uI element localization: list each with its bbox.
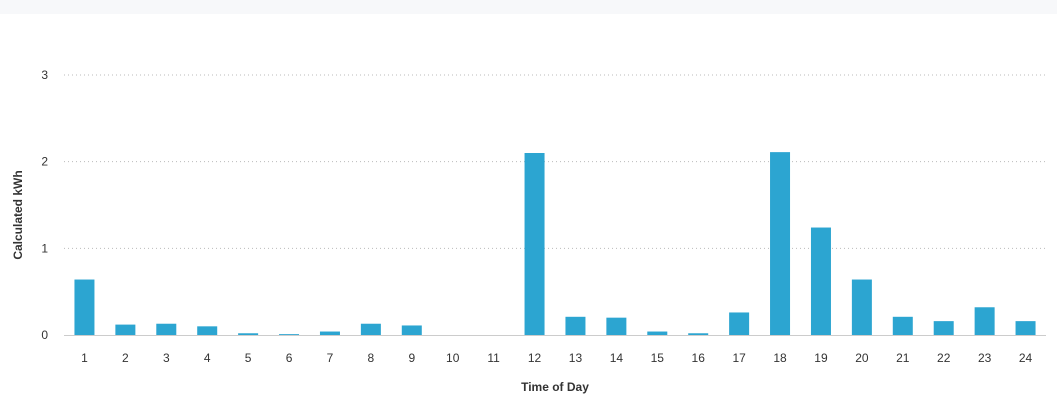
bar[interactable] — [401, 325, 422, 335]
bar[interactable] — [770, 152, 791, 335]
x-tick-label: 6 — [286, 351, 293, 365]
y-tick-label: 1 — [41, 241, 48, 255]
y-tick-labels: 0 1 2 3 — [41, 68, 48, 342]
bar[interactable] — [933, 321, 954, 335]
x-tick-label: 5 — [245, 351, 252, 365]
x-tick-label: 19 — [814, 351, 828, 365]
x-tick-label: 14 — [610, 351, 624, 365]
x-tick-label: 11 — [487, 351, 500, 365]
bar[interactable] — [279, 334, 300, 335]
x-tick-label: 18 — [773, 351, 787, 365]
bar[interactable] — [238, 333, 259, 335]
bar[interactable] — [115, 324, 136, 335]
x-tick-label: 3 — [163, 351, 170, 365]
bar[interactable] — [810, 227, 831, 335]
x-tick-label: 10 — [446, 351, 460, 365]
top-strip — [0, 0, 1057, 14]
x-tick-label: 22 — [937, 351, 951, 365]
bar[interactable] — [565, 316, 586, 335]
bar[interactable] — [729, 312, 750, 335]
x-tick-label: 16 — [692, 351, 706, 365]
bar[interactable] — [647, 331, 668, 335]
gridlines — [64, 74, 1046, 249]
bars — [74, 152, 1036, 335]
x-tick-label: 1 — [81, 351, 88, 365]
x-tick-label: 24 — [1019, 351, 1033, 365]
x-tick-label: 21 — [896, 351, 910, 365]
y-tick-label: 2 — [41, 155, 48, 169]
x-tick-label: 13 — [569, 351, 583, 365]
y-tick-label: 3 — [41, 68, 48, 82]
x-tick-label: 17 — [732, 351, 746, 365]
bar[interactable] — [851, 279, 872, 335]
x-tick-label: 4 — [204, 351, 211, 365]
x-tick-label: 2 — [122, 351, 129, 365]
x-tick-label: 9 — [408, 351, 415, 365]
bar[interactable] — [892, 316, 913, 335]
bar[interactable] — [524, 153, 545, 335]
x-tick-label: 12 — [528, 351, 542, 365]
bar[interactable] — [974, 307, 995, 335]
y-tick-label: 0 — [41, 328, 48, 342]
x-tick-label: 8 — [368, 351, 375, 365]
x-tick-labels: 1 2 3 4 5 6 7 8 9 10 11 12 13 14 15 16 17 18 19 20 21 22 23 24 — [81, 351, 1032, 365]
y-axis-title: Calculated kWh — [11, 170, 25, 259]
x-tick-label: 20 — [855, 351, 869, 365]
x-tick-label: 23 — [978, 351, 992, 365]
x-axis-title: Time of Day — [521, 380, 589, 394]
bar[interactable] — [319, 331, 340, 335]
bar[interactable] — [688, 333, 709, 335]
bar[interactable] — [197, 326, 218, 335]
bar[interactable] — [74, 279, 95, 335]
bar[interactable] — [606, 317, 627, 335]
bar[interactable] — [360, 323, 381, 335]
bar[interactable] — [156, 323, 177, 335]
x-tick-label: 7 — [327, 351, 334, 365]
bar[interactable] — [1015, 321, 1036, 335]
x-tick-label: 15 — [651, 351, 665, 365]
